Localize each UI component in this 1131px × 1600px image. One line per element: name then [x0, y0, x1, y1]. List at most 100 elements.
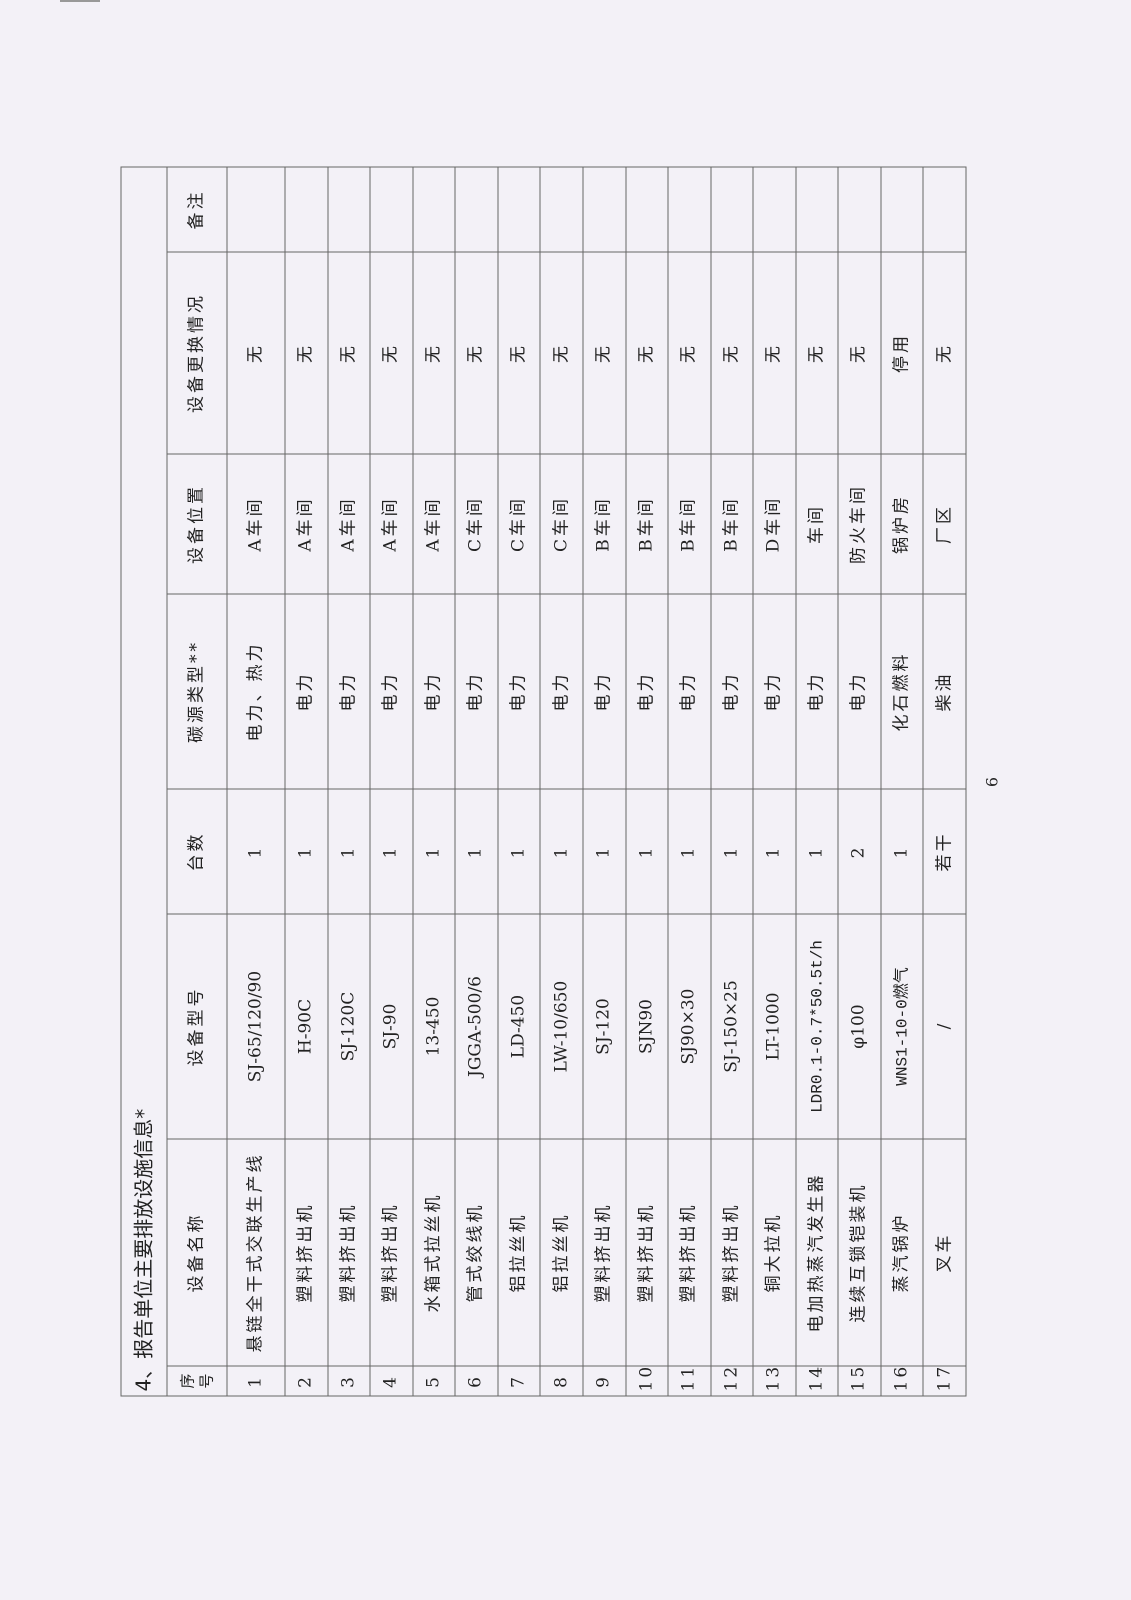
cell-name: 塑料挤出机	[625, 1139, 669, 1366]
cell-count: 若干	[923, 789, 966, 914]
section-title: 4、报告单位主要排放设施信息*	[121, 166, 167, 1396]
cell-count: 1	[370, 789, 413, 914]
emission-facilities-table: 4、报告单位主要排放设施信息* 序号 设备名称 设备型号 台数 碳源类型** 设备位置 设备…	[121, 166, 967, 1396]
cell-location: D车间	[753, 454, 796, 594]
cell-carbon-source: 电力	[838, 594, 881, 789]
cell-name: 塑料挤出机	[327, 1139, 371, 1366]
cell-index: 5	[412, 1366, 456, 1396]
cell-model: LD-450	[497, 914, 541, 1139]
cell-name: 水箱式拉丝机	[412, 1139, 456, 1366]
cell-replacement: 无	[625, 252, 669, 454]
cell-index: 2	[285, 1366, 328, 1396]
cell-remark	[838, 166, 881, 252]
cell-replacement: 无	[285, 252, 328, 454]
cell-replacement: 无	[327, 252, 371, 454]
table-row: 15 连续互锁铠装机 φ100 2 电力 防火车间无	[838, 166, 881, 1396]
cell-model: SJN90	[625, 914, 669, 1139]
cell-model: SJ-65/120/90	[227, 914, 285, 1139]
cell-location: B车间	[668, 454, 711, 594]
cell-count: 1	[285, 789, 328, 914]
cell-replacement: 无	[795, 252, 839, 454]
cell-count: 1	[753, 789, 796, 914]
cell-count: 1	[582, 789, 626, 914]
header-remark: 备注	[167, 166, 227, 252]
cell-remark	[795, 166, 839, 252]
cell-name: 蒸汽锅炉	[880, 1139, 924, 1366]
cell-model: SJ-150×25	[710, 914, 754, 1139]
cell-location: A车间	[227, 454, 285, 594]
cell-carbon-source: 电力	[668, 594, 711, 789]
cell-model: LDR0.1-0.7*50.5t/h	[795, 914, 839, 1139]
table-row: 9 塑料挤出机 SJ-120 1 电力 B车间无	[582, 166, 626, 1396]
cell-remark	[625, 166, 669, 252]
cell-model: SJ-120	[582, 914, 626, 1139]
cell-remark	[412, 166, 456, 252]
cell-index: 4	[370, 1366, 413, 1396]
header-index: 序号	[167, 1366, 227, 1396]
cell-replacement: 无	[710, 252, 754, 454]
cell-model: LT-1000	[753, 914, 796, 1139]
header-count: 台数	[167, 789, 227, 914]
cell-name: 铜大拉机	[753, 1139, 796, 1366]
cell-remark	[540, 166, 583, 252]
cell-carbon-source: 电力	[582, 594, 626, 789]
cell-model: SJ-90	[370, 914, 413, 1139]
cell-count: 1	[227, 789, 285, 914]
table-row: 17 叉车 / 若干 柴油 厂区无	[923, 166, 966, 1396]
table-row: 5 水箱式拉丝机 13-450 1 电力 A车间无	[412, 166, 456, 1396]
table-row: 3 塑料挤出机 SJ-120C 1 电力 A车间无	[327, 166, 371, 1396]
cell-index: 3	[327, 1366, 371, 1396]
cell-remark	[497, 166, 541, 252]
table-row: 11 塑料挤出机 SJ90×30 1 电力 B车间无	[668, 166, 711, 1396]
cell-location: A车间	[412, 454, 456, 594]
cell-count: 1	[710, 789, 754, 914]
cell-index: 13	[753, 1364, 796, 1396]
cell-remark	[710, 166, 754, 252]
cell-count: 1	[668, 789, 711, 914]
cell-name: 塑料挤出机	[285, 1139, 328, 1366]
header-carbon-source: 碳源类型**	[167, 594, 227, 789]
cell-remark	[923, 166, 966, 252]
table-row: 4 塑料挤出机 SJ-90 1 电力 A车间无	[370, 166, 413, 1396]
cell-replacement: 无	[497, 252, 541, 454]
cell-model: JGGA-500/6	[455, 914, 498, 1139]
cell-count: 1	[880, 789, 924, 914]
rotated-page-content: 4、报告单位主要排放设施信息* 序号 设备名称 设备型号 台数 碳源类型** 设备位置 设备…	[121, 166, 1002, 1397]
cell-carbon-source: 电力、热力	[227, 594, 285, 789]
cell-location: A车间	[370, 454, 413, 594]
cell-location: A车间	[327, 454, 371, 594]
cell-replacement: 无	[455, 252, 498, 454]
header-name: 设备名称	[167, 1139, 227, 1366]
scan-mark	[60, 0, 100, 2]
cell-remark	[753, 166, 796, 252]
cell-remark	[880, 166, 924, 252]
cell-count: 1	[455, 789, 498, 914]
cell-carbon-source: 柴油	[923, 594, 966, 789]
cell-name: 铝拉丝机	[540, 1139, 583, 1366]
cell-model: LW-10/650	[540, 914, 583, 1139]
cell-carbon-source: 电力	[327, 594, 371, 789]
cell-index: 16	[880, 1364, 924, 1396]
cell-model: SJ-120C	[327, 914, 371, 1139]
cell-index: 15	[838, 1364, 881, 1396]
cell-carbon-source: 电力	[370, 594, 413, 789]
page-number: 6	[982, 776, 1002, 788]
cell-carbon-source: 电力	[285, 594, 328, 789]
cell-model: SJ90×30	[668, 914, 711, 1139]
cell-location: 防火车间	[838, 454, 881, 594]
cell-count: 1	[497, 789, 541, 914]
cell-index: 6	[455, 1366, 498, 1396]
cell-carbon-source: 电力	[540, 594, 583, 789]
cell-remark	[668, 166, 711, 252]
header-row: 序号 设备名称 设备型号 台数 碳源类型** 设备位置 设备更换情况 备注	[167, 166, 227, 1396]
cell-index: 12	[710, 1364, 754, 1396]
cell-location: B车间	[710, 454, 754, 594]
table-row: 12 塑料挤出机 SJ-150×25 1 电力 B车间无	[710, 166, 754, 1396]
cell-remark	[455, 166, 498, 252]
cell-name: 塑料挤出机	[370, 1139, 413, 1366]
cell-index: 10	[625, 1364, 669, 1396]
table-row: 8 铝拉丝机 LW-10/650 1 电力 C车间无	[540, 166, 583, 1396]
cell-model: H-90C	[285, 914, 328, 1139]
cell-location: B车间	[582, 454, 626, 594]
cell-carbon-source: 电力	[455, 594, 498, 789]
